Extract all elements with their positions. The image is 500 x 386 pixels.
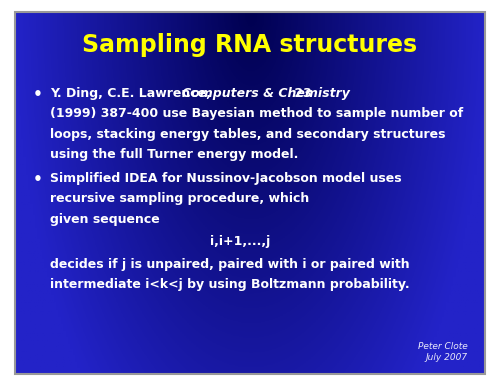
Text: Peter Clote
July 2007: Peter Clote July 2007 [418,342,468,362]
Text: Simplified IDEA for Nussinov-Jacobson model uses: Simplified IDEA for Nussinov-Jacobson mo… [50,172,402,185]
Text: i,i+1,...,j: i,i+1,...,j [210,235,270,248]
Text: Computers & Chemistry: Computers & Chemistry [182,87,350,100]
Text: given sequence: given sequence [50,213,160,226]
Text: (1999) 387-400 use Bayesian method to sample number of: (1999) 387-400 use Bayesian method to sa… [50,107,463,120]
Text: Sampling RNA structures: Sampling RNA structures [82,33,417,57]
Text: loops, stacking energy tables, and secondary structures: loops, stacking energy tables, and secon… [50,128,446,141]
Text: intermediate i<k<j by using Boltzmann probability.: intermediate i<k<j by using Boltzmann pr… [50,278,410,291]
Text: using the full Turner energy model.: using the full Turner energy model. [50,148,298,161]
Text: 23: 23 [290,87,312,100]
Text: Y. Ding, C.E. Lawrence,: Y. Ding, C.E. Lawrence, [50,87,215,100]
Text: •: • [32,87,42,102]
Text: decides if j is unpaired, paired with i or paired with: decides if j is unpaired, paired with i … [50,258,410,271]
Text: recursive sampling procedure, which: recursive sampling procedure, which [50,192,309,205]
Text: •: • [32,172,42,187]
